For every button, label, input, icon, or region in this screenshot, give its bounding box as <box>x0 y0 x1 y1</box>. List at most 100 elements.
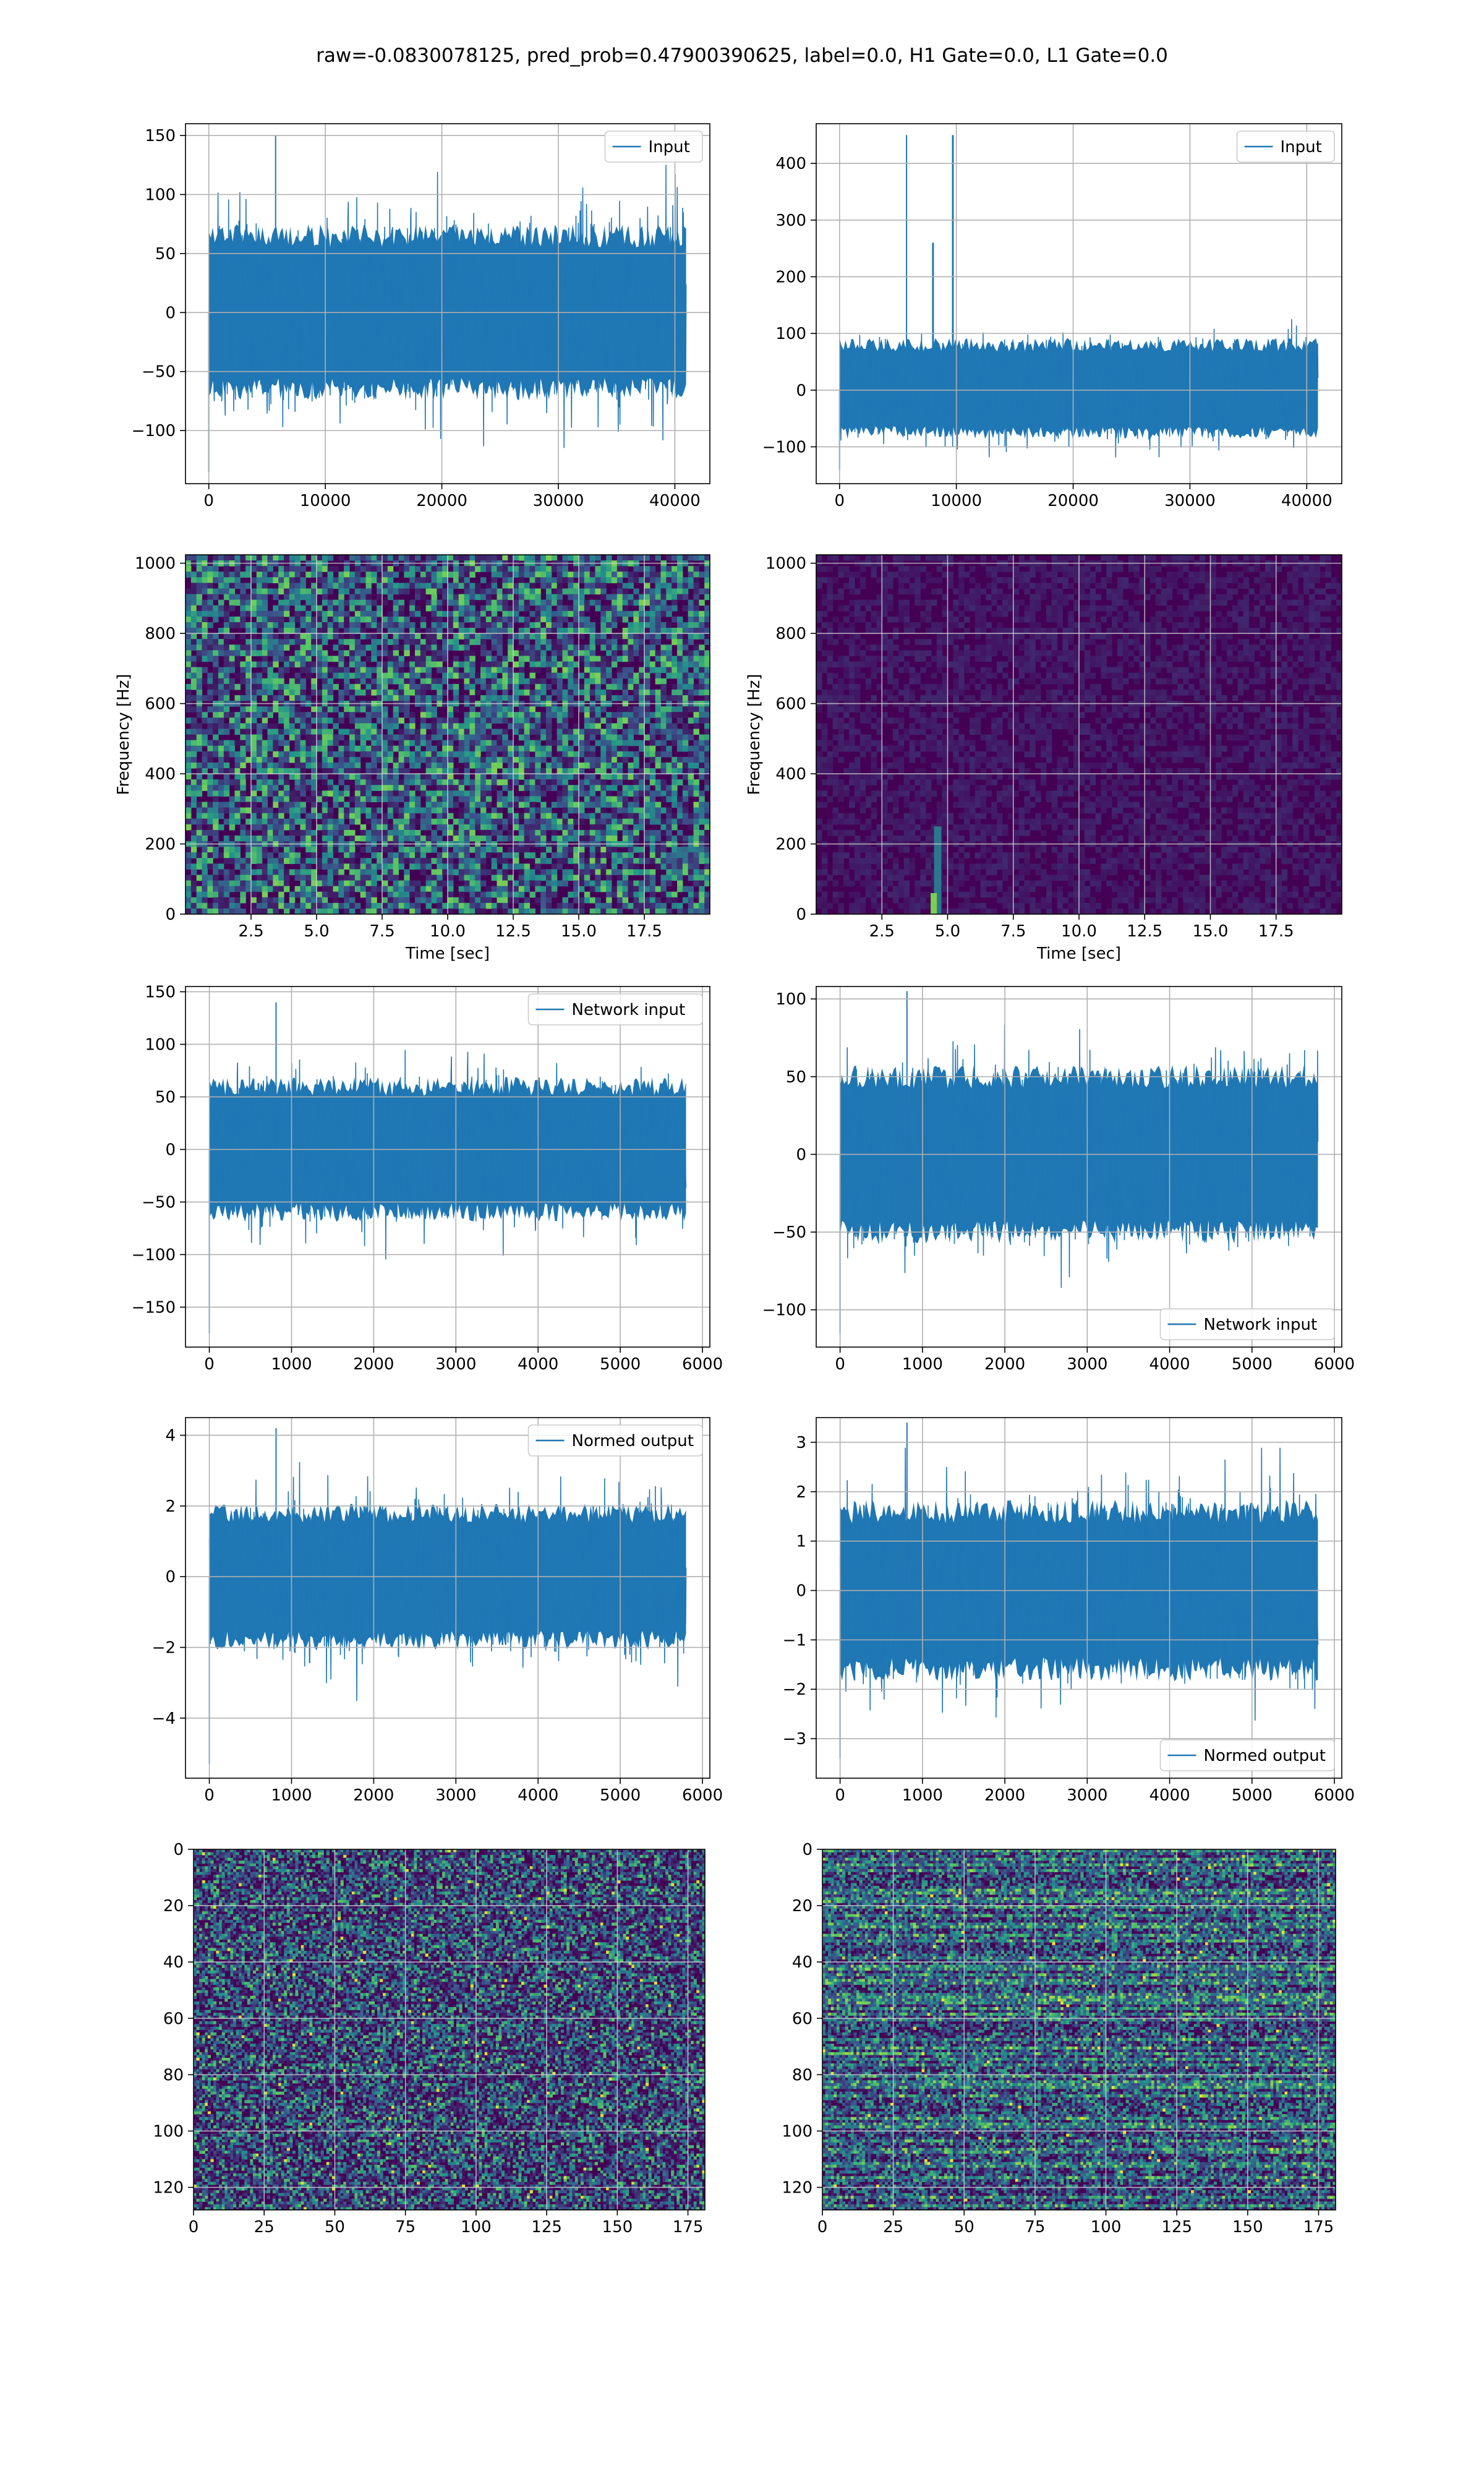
heatmap-cell <box>589 858 596 864</box>
heatmap-cell <box>600 571 607 578</box>
heatmap-cell <box>251 785 257 791</box>
heatmap-cell <box>491 875 498 881</box>
heatmap-cell <box>425 745 432 752</box>
heatmap-cell <box>622 656 629 662</box>
heatmap-cell <box>666 858 672 864</box>
heatmap-cell <box>595 847 601 853</box>
heatmap-cell <box>256 852 263 858</box>
heatmap-cell <box>415 740 421 747</box>
heatmap-cell <box>475 813 481 820</box>
heatmap-cell <box>425 672 432 679</box>
heatmap-cell <box>377 852 383 858</box>
heatmap-cell <box>305 779 312 785</box>
heatmap-cell <box>360 774 367 780</box>
heatmap-cell <box>584 695 591 701</box>
heatmap-cell <box>677 852 683 858</box>
heatmap-cell <box>448 672 454 679</box>
heatmap-cell <box>240 779 246 785</box>
heatmap-cell <box>207 802 213 808</box>
heatmap-cell <box>202 863 208 870</box>
heatmap-cell <box>338 650 344 657</box>
heatmap-cell <box>338 555 344 561</box>
heatmap-cell <box>382 818 388 825</box>
heatmap-cell <box>240 661 246 668</box>
heatmap-cell <box>677 756 683 763</box>
heatmap-cell <box>562 756 568 763</box>
heatmap-cell <box>431 599 437 606</box>
heatmap-cell <box>387 717 394 724</box>
heatmap-cell <box>186 706 192 713</box>
heatmap-cell <box>600 583 607 589</box>
heatmap-cell <box>464 599 470 606</box>
heatmap-cell <box>284 723 290 730</box>
heatmap-cell <box>186 852 192 858</box>
heatmap-cell <box>256 785 263 791</box>
heatmap-cell <box>213 779 219 785</box>
heatmap-cell <box>475 768 481 774</box>
heatmap-cell <box>485 740 492 747</box>
heatmap-cell <box>327 886 334 892</box>
heatmap-cell <box>606 717 612 724</box>
heatmap-cell <box>568 818 574 825</box>
heatmap-cell <box>344 672 350 679</box>
heatmap-cell <box>666 633 672 640</box>
heatmap-cell <box>251 858 257 864</box>
heatmap-cell <box>502 802 508 808</box>
heatmap-cell <box>513 891 519 898</box>
heatmap-cell <box>251 886 257 892</box>
heatmap-cell <box>448 729 454 735</box>
heatmap-cell <box>448 751 454 758</box>
heatmap-cell <box>508 835 514 842</box>
heatmap-cell <box>693 661 699 668</box>
heatmap-cell <box>600 802 607 808</box>
heatmap-cell <box>491 588 498 595</box>
heatmap-cell <box>218 672 224 679</box>
heatmap-cell <box>524 712 531 718</box>
heatmap-cell <box>579 785 585 791</box>
heatmap-cell <box>699 829 705 836</box>
heatmap-cell <box>600 774 607 780</box>
heatmap-cell <box>442 555 448 561</box>
heatmap-cell <box>540 835 547 842</box>
heatmap-cell <box>693 644 699 651</box>
heatmap-cell <box>278 818 284 825</box>
heatmap-cell <box>589 779 596 785</box>
heatmap-cell <box>207 902 213 909</box>
heatmap-cell <box>415 852 421 858</box>
heatmap-cell <box>622 571 629 578</box>
heatmap-cell <box>437 863 443 870</box>
heatmap-cell <box>595 639 601 645</box>
heatmap-cell <box>213 717 219 724</box>
heatmap-cell <box>612 745 618 752</box>
heatmap-cell <box>693 875 699 881</box>
heatmap-cell <box>311 902 317 909</box>
heatmap-cell <box>420 689 427 696</box>
heatmap-cell <box>278 779 284 785</box>
heatmap-cell <box>256 571 263 578</box>
heatmap-cell <box>273 644 279 651</box>
heatmap-cell <box>300 768 306 774</box>
heatmap-cell <box>589 818 596 825</box>
x-tick-label: 0 <box>835 492 845 510</box>
heatmap-cell <box>377 807 383 814</box>
heatmap-cell <box>218 610 224 617</box>
heatmap-cell <box>289 616 296 623</box>
heatmap-cell <box>458 745 465 752</box>
heatmap-cell <box>540 785 547 791</box>
heatmap-cell <box>568 768 574 774</box>
heatmap-cell <box>240 729 246 735</box>
heatmap-cell <box>677 678 683 685</box>
heatmap-cell <box>256 796 263 803</box>
heatmap-cell <box>660 858 667 864</box>
heatmap-cell <box>360 661 367 668</box>
heatmap-cell <box>338 869 344 876</box>
heatmap-cell <box>344 886 350 892</box>
heatmap-cell <box>409 672 416 679</box>
heatmap-cell <box>497 740 503 747</box>
heatmap-cell <box>409 829 416 836</box>
heatmap-cell <box>633 796 639 803</box>
heatmap-cell <box>529 790 535 797</box>
heatmap-cell <box>508 852 514 858</box>
heatmap-cell <box>464 644 470 651</box>
heatmap-cell <box>437 779 443 785</box>
